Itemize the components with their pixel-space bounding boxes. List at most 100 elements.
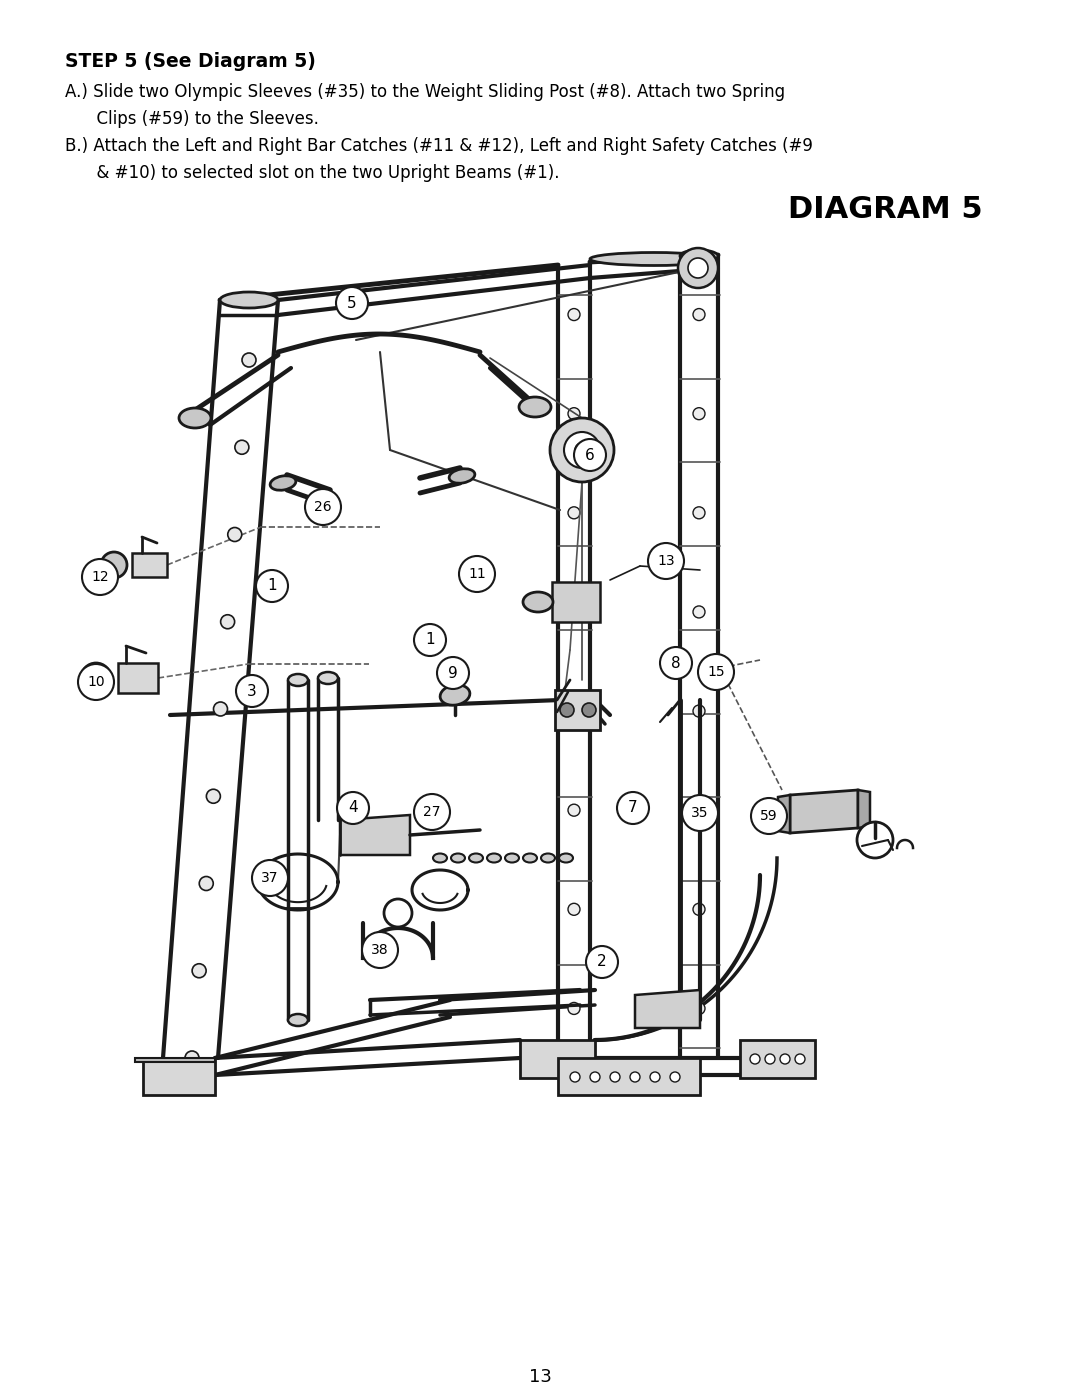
- Text: A.) Slide two Olympic Sleeves (#35) to the Weight Sliding Post (#8). Attach two : A.) Slide two Olympic Sleeves (#35) to t…: [65, 82, 785, 101]
- Circle shape: [693, 507, 705, 518]
- Polygon shape: [789, 789, 858, 833]
- Circle shape: [617, 792, 649, 824]
- Circle shape: [582, 703, 596, 717]
- Circle shape: [568, 805, 580, 816]
- Circle shape: [681, 795, 718, 831]
- Text: DIAGRAM 5: DIAGRAM 5: [787, 196, 983, 224]
- Circle shape: [568, 408, 580, 419]
- Ellipse shape: [505, 854, 519, 862]
- Circle shape: [688, 258, 708, 278]
- Ellipse shape: [711, 673, 729, 686]
- Circle shape: [570, 1071, 580, 1083]
- Polygon shape: [118, 664, 158, 693]
- Circle shape: [648, 543, 684, 578]
- Text: 10: 10: [87, 675, 105, 689]
- Circle shape: [630, 1071, 640, 1083]
- Ellipse shape: [541, 854, 555, 862]
- Circle shape: [568, 507, 580, 518]
- Circle shape: [693, 606, 705, 617]
- Text: STEP 5 (See Diagram 5): STEP 5 (See Diagram 5): [65, 52, 315, 71]
- Circle shape: [568, 606, 580, 617]
- Text: 59: 59: [760, 809, 778, 823]
- Ellipse shape: [451, 854, 465, 862]
- Text: 12: 12: [91, 570, 109, 584]
- Circle shape: [305, 489, 341, 525]
- Ellipse shape: [441, 685, 470, 705]
- Circle shape: [568, 705, 580, 717]
- Ellipse shape: [680, 250, 718, 263]
- Circle shape: [693, 904, 705, 915]
- Circle shape: [568, 1003, 580, 1014]
- Ellipse shape: [487, 854, 501, 862]
- Circle shape: [242, 353, 256, 367]
- Ellipse shape: [523, 854, 537, 862]
- Text: 38: 38: [372, 943, 389, 957]
- Text: 11: 11: [468, 567, 486, 581]
- Ellipse shape: [179, 408, 211, 427]
- Ellipse shape: [102, 552, 127, 578]
- Circle shape: [693, 1003, 705, 1014]
- Circle shape: [780, 1053, 789, 1065]
- Polygon shape: [340, 814, 410, 855]
- Polygon shape: [740, 1039, 815, 1078]
- Circle shape: [650, 1071, 660, 1083]
- Text: 13: 13: [528, 1368, 552, 1386]
- Circle shape: [384, 900, 411, 928]
- Circle shape: [568, 309, 580, 320]
- Circle shape: [337, 792, 369, 824]
- Circle shape: [185, 1051, 199, 1065]
- Ellipse shape: [81, 664, 111, 693]
- Circle shape: [459, 556, 495, 592]
- Circle shape: [858, 821, 893, 858]
- Ellipse shape: [523, 592, 553, 612]
- Circle shape: [82, 559, 118, 595]
- Circle shape: [678, 249, 718, 288]
- Text: 7: 7: [629, 800, 638, 816]
- Polygon shape: [552, 583, 600, 622]
- Circle shape: [228, 528, 242, 542]
- Circle shape: [751, 798, 787, 834]
- Ellipse shape: [519, 397, 551, 416]
- Text: Clips (#59) to the Sleeves.: Clips (#59) to the Sleeves.: [65, 110, 319, 129]
- Circle shape: [336, 286, 368, 319]
- Circle shape: [693, 408, 705, 419]
- Text: 1: 1: [267, 578, 276, 594]
- Circle shape: [220, 615, 234, 629]
- Circle shape: [437, 657, 469, 689]
- Text: 6: 6: [585, 447, 595, 462]
- Circle shape: [590, 1071, 600, 1083]
- Circle shape: [693, 805, 705, 816]
- Circle shape: [362, 932, 399, 968]
- Circle shape: [698, 654, 734, 690]
- Text: 13: 13: [658, 555, 675, 569]
- Circle shape: [750, 1053, 760, 1065]
- Circle shape: [78, 664, 114, 700]
- Polygon shape: [555, 690, 600, 731]
- Ellipse shape: [318, 672, 338, 685]
- Ellipse shape: [559, 854, 573, 862]
- Circle shape: [214, 703, 228, 717]
- Circle shape: [414, 624, 446, 657]
- Text: 5: 5: [347, 296, 356, 310]
- Text: 4: 4: [348, 800, 357, 816]
- Circle shape: [573, 439, 606, 471]
- Text: 35: 35: [691, 806, 708, 820]
- Circle shape: [550, 418, 615, 482]
- Polygon shape: [135, 1058, 215, 1062]
- Polygon shape: [778, 795, 789, 833]
- Ellipse shape: [288, 673, 308, 686]
- Circle shape: [206, 789, 220, 803]
- Ellipse shape: [449, 469, 475, 483]
- Circle shape: [693, 705, 705, 717]
- Text: 1: 1: [426, 633, 435, 647]
- Circle shape: [564, 432, 600, 468]
- Text: 26: 26: [314, 500, 332, 514]
- Text: 3: 3: [247, 683, 257, 698]
- Circle shape: [586, 946, 618, 978]
- Circle shape: [237, 675, 268, 707]
- Circle shape: [575, 443, 589, 457]
- Text: 27: 27: [423, 805, 441, 819]
- Polygon shape: [132, 553, 167, 577]
- Ellipse shape: [288, 1014, 308, 1025]
- Circle shape: [256, 570, 288, 602]
